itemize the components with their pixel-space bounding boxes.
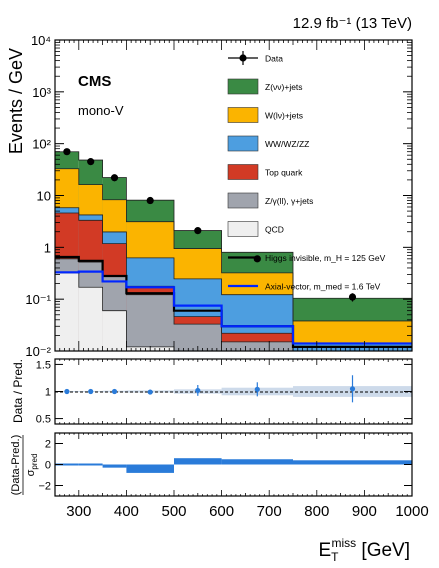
- data-point: [348, 293, 357, 301]
- pull-panel: −2 0 2 300 400 500 600 700 800 900 1000 (Data-Pre…: [10, 432, 429, 564]
- data-point: [63, 148, 71, 156]
- data-point: [194, 227, 202, 235]
- pull-x-ticks: 300 400 500 600 700 800 900 1000: [54, 433, 429, 520]
- main-panel: 10⁻² 10⁻¹ 1 10 10² 10³ 10⁴ Events / GeV CMS mo…: [6, 33, 413, 359]
- category-label: mono-V: [78, 103, 124, 118]
- stack-edge-wlnu: [55, 168, 412, 322]
- y-tick-label: 1: [44, 240, 51, 255]
- x-tick-label: 700: [257, 503, 282, 520]
- legend-swatch-diboson: [227, 135, 259, 152]
- ratio-point: [195, 387, 201, 394]
- legend-swatch-top: [227, 164, 259, 180]
- main-x-ticks: [54, 40, 413, 351]
- ratio-x-ticks: [54, 359, 413, 424]
- legend-label: QCD: [265, 225, 284, 235]
- y-tick-label: 10⁴: [31, 33, 51, 48]
- legend-label: Axial-vector, m_med = 1.6 TeV: [265, 282, 381, 292]
- svg-text:(Data-Pred.): (Data-Pred.): [10, 435, 22, 496]
- signal-lines: [55, 255, 412, 348]
- experiment-label: CMS: [78, 73, 111, 90]
- ratio-point: [349, 386, 356, 392]
- legend-swatch-zll_gamma: [227, 192, 259, 209]
- ratio-uncertainty-band: [55, 386, 412, 397]
- x-tick-label: 800: [304, 503, 329, 520]
- data-point: [110, 174, 119, 182]
- legend: Data Z(νν)+jets W(lν)+jets WW/WZ/ZZ Top quar…: [227, 51, 386, 292]
- ratio-point: [147, 389, 153, 395]
- stack-bar-zll_gamma: [221, 341, 293, 351]
- pull-bar: [78, 463, 103, 466]
- stack-edge-zll_gamma: [55, 258, 412, 352]
- main-y-ticks: 10⁻² 10⁻¹ 1 10 10² 10³ 10⁴: [25, 33, 412, 359]
- svg-text:σpred: σpred: [25, 454, 39, 477]
- ratio-point: [88, 388, 94, 395]
- ratio-y-axis-label: Data / Pred.: [11, 359, 25, 423]
- y-tick-label: 0.5: [36, 414, 51, 426]
- legend-label: WW/WZ/ZZ: [265, 139, 309, 149]
- y-tick-label: 0: [45, 460, 51, 472]
- pull-bar: [221, 459, 293, 465]
- pull-bar: [293, 460, 412, 465]
- legend-label: Higgs invisible, m_H = 125 GeV: [265, 253, 386, 263]
- ratio-point: [254, 386, 260, 392]
- data-point: [146, 196, 154, 205]
- x-tick-label: 500: [161, 503, 186, 520]
- pull-y-ticks: −2 0 2: [38, 439, 412, 493]
- x-tick-label: 300: [66, 503, 91, 520]
- x-axis-label: ETmiss [GeV]: [318, 536, 410, 564]
- ratio-y-ticks: 0.5 1 1.5: [36, 359, 412, 426]
- y-tick-label: 10⁻¹: [25, 292, 51, 307]
- x-tick-label: 400: [114, 503, 139, 520]
- y-tick-label: 10: [37, 189, 51, 204]
- stack-fills: [55, 151, 412, 352]
- y-tick-label: 10³: [32, 85, 51, 100]
- y-tick-label: 2: [45, 439, 51, 451]
- x-tick-label: 600: [209, 503, 234, 520]
- data-point: [253, 255, 261, 263]
- legend-label: Data: [265, 54, 283, 64]
- ratio-point: [111, 388, 118, 395]
- main-y-axis-label: Events / GeV: [6, 48, 26, 154]
- ratio-point: [64, 388, 70, 395]
- stack-edge-diboson: [55, 207, 412, 344]
- lumi-label: 12.9 fb⁻¹ (13 TeV): [293, 15, 412, 32]
- signal-line-axial: [55, 270, 412, 345]
- pull-bar: [55, 463, 79, 466]
- y-tick-label: 10²: [32, 137, 51, 152]
- stack-bar-qcd: [102, 310, 127, 351]
- y-tick-label: −2: [38, 481, 51, 493]
- svg-text:ETmiss [GeV]: ETmiss [GeV]: [318, 536, 410, 564]
- y-tick-label: 1: [45, 387, 51, 399]
- stack-bar-zll_gamma: [126, 294, 174, 351]
- legend-swatch-wlnu: [227, 107, 259, 123]
- legend-label: Top quark: [265, 168, 303, 178]
- pull-bar: [102, 464, 127, 468]
- legend-label: Z(νν)+jets: [265, 82, 303, 92]
- legend-label: Z/γ(ll), γ+jets: [265, 196, 313, 206]
- legend-data-marker: [239, 54, 247, 62]
- legend-swatch-znunu: [227, 78, 259, 95]
- stack-bar-qcd: [55, 272, 79, 351]
- y-tick-label: 10⁻²: [25, 344, 51, 359]
- ratio-points: [64, 375, 356, 403]
- y-tick-label: 1.5: [36, 359, 51, 371]
- legend-label: W(lν)+jets: [265, 111, 303, 121]
- stack-bar-qcd: [78, 287, 103, 351]
- pull-bar: [174, 458, 222, 465]
- pull-y-axis-label: (Data-Pred.) σpred: [10, 435, 39, 496]
- x-tick-label: 900: [352, 503, 377, 520]
- ratio-panel: 0.5 1 1.5 Data / Pred.: [11, 358, 413, 426]
- pull-bars: [55, 458, 412, 473]
- legend-swatch-qcd: [227, 221, 259, 237]
- pull-bar: [126, 464, 174, 473]
- x-tick-label: 1000: [395, 503, 428, 520]
- data-point: [87, 158, 95, 166]
